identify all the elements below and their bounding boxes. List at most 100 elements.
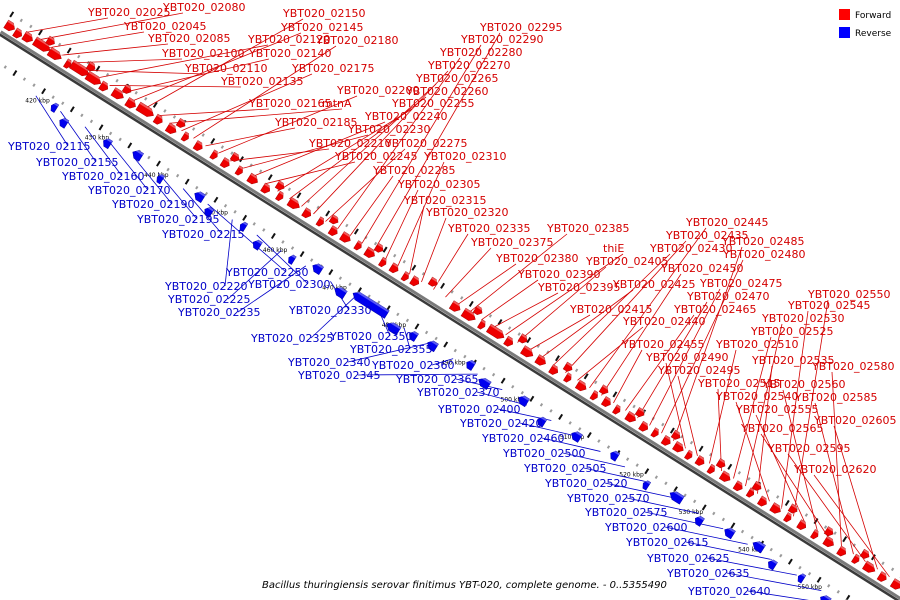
tick-mark: [367, 294, 371, 299]
leader-line: [755, 414, 806, 525]
forward-gene-feature: [745, 487, 757, 498]
reverse-gene-feature: [768, 558, 778, 571]
leader-line: [205, 127, 296, 147]
leader-line: [637, 301, 708, 419]
forward-gene-label-ybt020-02510: YBT020_02510: [715, 338, 798, 351]
leader-line: [373, 32, 501, 252]
forward-gene-feature: [409, 275, 422, 287]
svg-text:YBT020_02175: YBT020_02175: [291, 62, 374, 75]
leader-line: [253, 121, 386, 177]
forward-gene-label-ybt020-02415: YBT020_02415: [569, 303, 652, 316]
leader-line: [385, 189, 419, 260]
forward-gene-label-ybt020-02585: YBT020_02585: [794, 391, 877, 404]
tick-mark: [393, 253, 397, 258]
svg-text:YBT020_02615: YBT020_02615: [625, 536, 708, 549]
forward-gene-label-ybt020-02150: YBT020_02150: [282, 7, 365, 20]
reverse-gene-label-ybt020-02370: YBT020_02370: [416, 386, 499, 399]
reverse-gene-feature: [103, 136, 113, 150]
forward-gene-label-ybt020-02515: YBT020_02515: [697, 377, 780, 390]
tick-mark: [578, 427, 582, 431]
forward-gene-label-ybt020-02315: YBT020_02315: [403, 194, 486, 207]
forward-gene-feature: [876, 571, 889, 582]
tick-mark: [450, 290, 454, 294]
svg-text:YBT020_02275: YBT020_02275: [384, 137, 467, 150]
reverse-gene-label-ybt020-02365: YBT020_02365: [395, 373, 478, 386]
tick-mark: [730, 522, 736, 529]
tick-mark: [95, 65, 101, 72]
leader-line: [256, 234, 309, 285]
svg-text:YBT020_02570: YBT020_02570: [566, 492, 649, 505]
forward-gene-label-ybt020-02335: YBT020_02335: [447, 222, 530, 235]
tick-mark: [833, 531, 837, 535]
tick-mark: [270, 232, 276, 240]
forward-gene-feature: [448, 300, 463, 312]
leader-line: [97, 44, 269, 79]
reverse-gene-label-ybt020-02300: YBT020_02300: [247, 278, 330, 291]
forward-gene-label-ybt020-02530: YBT020_02530: [761, 312, 844, 325]
tick-mark: [776, 495, 780, 499]
leader-line: [709, 349, 737, 464]
leader-line: [787, 453, 866, 562]
svg-text:YBT020_02555: YBT020_02555: [735, 403, 818, 416]
forward-gene-feature: [822, 535, 836, 548]
tick-mark: [328, 269, 334, 276]
svg-text:YBT020_02330: YBT020_02330: [288, 304, 371, 317]
tick-mark: [721, 517, 726, 522]
forward-gene-feature: [751, 480, 764, 491]
forward-gene-feature: [694, 455, 707, 466]
svg-text:YBT020_02585: YBT020_02585: [794, 391, 877, 404]
tick-label: 500 kbp: [501, 397, 526, 404]
svg-text:YBT020_02100: YBT020_02100: [161, 47, 244, 60]
tick-mark: [348, 282, 352, 287]
tick-mark: [299, 250, 305, 258]
reverse-gene-label-ybt020-02340: YBT020_02340: [287, 356, 370, 369]
forward-gene-feature: [164, 122, 179, 135]
tick-mark: [287, 187, 292, 192]
svg-text:YBT020_02525: YBT020_02525: [750, 325, 833, 338]
tick-mark: [468, 300, 474, 307]
reverse-gene-feature: [386, 320, 402, 336]
forward-gene-feature: [135, 101, 156, 117]
reverse-gene-feature: [724, 525, 736, 540]
svg-text:YBT020_02430: YBT020_02430: [649, 242, 732, 255]
forward-gene-feature: [363, 246, 377, 258]
tick-label: 520 kbp: [619, 472, 644, 479]
forward-gene-feature: [260, 182, 273, 194]
forward-gene-label-ybt020-02120: YBT020_02120: [247, 33, 330, 46]
tick-mark: [213, 196, 219, 203]
tick-mark: [482, 366, 486, 371]
svg-text:YBT020_02545: YBT020_02545: [787, 299, 870, 312]
tick-mark: [558, 413, 564, 420]
reverse-gene-feature: [352, 289, 390, 319]
forward-gene-feature: [517, 333, 530, 344]
forward-gene-feature: [810, 529, 821, 540]
svg-text:YBT020_02475: YBT020_02475: [699, 277, 782, 290]
reverse-gene-label-ybt020-02575: YBT020_02575: [584, 506, 667, 519]
reverse-gene-label-ybt020-02570: YBT020_02570: [566, 492, 649, 505]
reverse-gene-label-ybt020-02170: YBT020_02170: [87, 184, 170, 197]
tick-mark: [520, 390, 524, 395]
tick-mark: [402, 259, 406, 264]
svg-text:YBT020_02620: YBT020_02620: [793, 463, 876, 476]
map-caption: Bacillus thuringiensis serovar finitimus…: [262, 580, 667, 591]
svg-text:YBT020_02460: YBT020_02460: [481, 432, 564, 445]
leader-line: [397, 161, 445, 268]
forward-gene-feature: [477, 319, 488, 330]
svg-text:YBT020_02530: YBT020_02530: [761, 312, 844, 325]
tick-mark: [29, 24, 33, 29]
svg-text:YBT020_02490: YBT020_02490: [645, 351, 728, 364]
svg-text:YBT020_02310: YBT020_02310: [423, 150, 506, 163]
leader-line: [445, 247, 492, 298]
svg-text:YBT020_02375: YBT020_02375: [470, 236, 553, 249]
leader-line: [481, 279, 539, 321]
svg-text:YBT020_02520: YBT020_02520: [544, 477, 627, 490]
tick-mark: [69, 106, 75, 113]
tick-mark: [32, 83, 36, 87]
tick-mark: [816, 576, 822, 583]
tick-mark: [223, 203, 228, 208]
tick-mark: [306, 199, 311, 204]
forward-gene-feature: [862, 560, 878, 573]
tick-mark: [698, 445, 704, 452]
leader-line: [601, 273, 682, 396]
